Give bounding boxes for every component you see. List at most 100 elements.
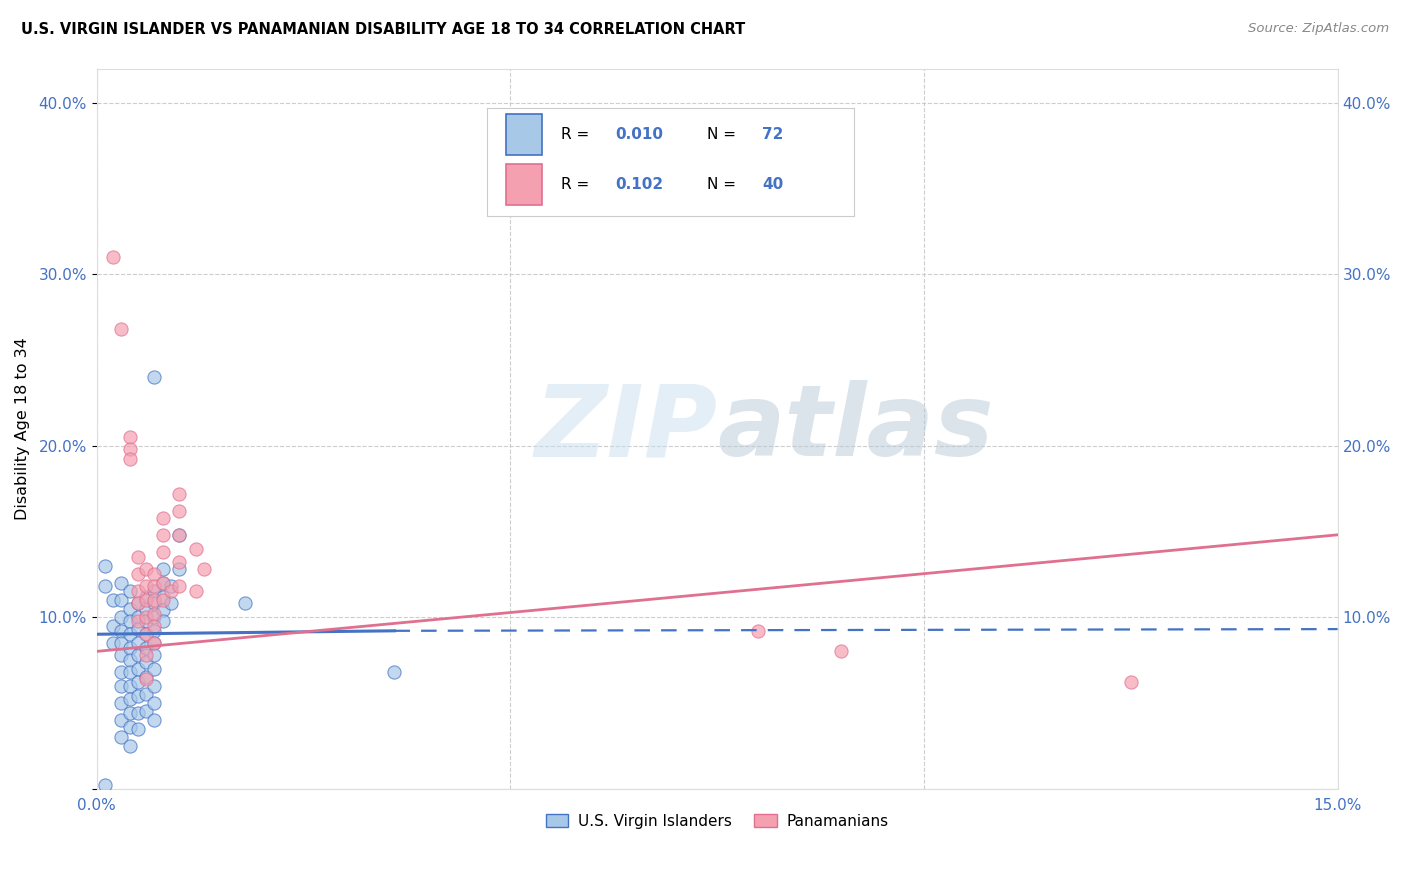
Point	[101, 250, 124, 264]
Point	[110, 730, 132, 744]
Point	[143, 584, 166, 599]
Point	[160, 579, 183, 593]
Point	[135, 655, 157, 669]
Point	[135, 610, 157, 624]
Point	[118, 640, 141, 655]
Point	[135, 640, 157, 655]
Point	[152, 593, 174, 607]
Point	[135, 687, 157, 701]
Point	[135, 601, 157, 615]
Point	[118, 614, 141, 628]
Point	[110, 593, 132, 607]
Point	[152, 603, 174, 617]
Point	[118, 430, 141, 444]
Point	[143, 610, 166, 624]
Point	[118, 679, 141, 693]
Point	[184, 584, 207, 599]
Point	[127, 550, 149, 565]
Point	[143, 607, 166, 621]
Point	[118, 739, 141, 753]
Point	[160, 596, 183, 610]
Point	[1119, 675, 1142, 690]
Text: U.S. VIRGIN ISLANDER VS PANAMANIAN DISABILITY AGE 18 TO 34 CORRELATION CHART: U.S. VIRGIN ISLANDER VS PANAMANIAN DISAB…	[21, 22, 745, 37]
Point	[110, 322, 132, 336]
Point	[101, 618, 124, 632]
Point	[127, 661, 149, 675]
Point	[169, 528, 191, 542]
Y-axis label: Disability Age 18 to 34: Disability Age 18 to 34	[15, 337, 30, 520]
Point	[127, 648, 149, 662]
Point	[118, 665, 141, 679]
Point	[118, 720, 141, 734]
Point	[110, 679, 132, 693]
Point	[110, 713, 132, 727]
Point	[143, 593, 166, 607]
Point	[384, 665, 406, 679]
Point	[152, 545, 174, 559]
Point	[127, 584, 149, 599]
Point	[143, 648, 166, 662]
Point	[127, 596, 149, 610]
Point	[152, 562, 174, 576]
Point	[127, 610, 149, 624]
Point	[110, 610, 132, 624]
Point	[135, 562, 157, 576]
Point	[118, 653, 141, 667]
Point	[143, 596, 166, 610]
Point	[135, 670, 157, 684]
Text: Source: ZipAtlas.com: Source: ZipAtlas.com	[1249, 22, 1389, 36]
Point	[127, 567, 149, 582]
Point	[101, 593, 124, 607]
Point	[143, 661, 166, 675]
Point	[152, 590, 174, 604]
Point	[127, 722, 149, 736]
Point	[118, 692, 141, 706]
Point	[152, 528, 174, 542]
Point	[143, 624, 166, 638]
Point	[127, 636, 149, 650]
Point	[143, 618, 166, 632]
Point	[135, 672, 157, 686]
Point	[118, 627, 141, 641]
Point	[110, 648, 132, 662]
Point	[143, 696, 166, 710]
Point	[110, 665, 132, 679]
Point	[152, 614, 174, 628]
Point	[135, 627, 157, 641]
Point	[94, 558, 117, 573]
Text: ZIP: ZIP	[534, 380, 717, 477]
Point	[169, 528, 191, 542]
Point	[152, 575, 174, 590]
Point	[118, 452, 141, 467]
Point	[143, 713, 166, 727]
Point	[143, 636, 166, 650]
Point	[135, 593, 157, 607]
Point	[118, 601, 141, 615]
Point	[143, 370, 166, 384]
Legend: U.S. Virgin Islanders, Panamanians: U.S. Virgin Islanders, Panamanians	[540, 807, 894, 835]
Point	[135, 627, 157, 641]
Point	[110, 636, 132, 650]
Point	[152, 510, 174, 524]
Point	[135, 648, 157, 662]
Text: atlas: atlas	[717, 380, 994, 477]
Point	[193, 562, 215, 576]
Point	[143, 636, 166, 650]
Point	[135, 614, 157, 628]
Point	[127, 596, 149, 610]
Point	[127, 614, 149, 628]
Point	[143, 567, 166, 582]
Point	[127, 706, 149, 720]
Point	[94, 579, 117, 593]
Point	[135, 579, 157, 593]
Point	[169, 579, 191, 593]
Point	[135, 590, 157, 604]
Point	[184, 541, 207, 556]
Point	[118, 706, 141, 720]
Point	[94, 778, 117, 792]
Point	[118, 442, 141, 456]
Point	[747, 624, 769, 638]
Point	[110, 696, 132, 710]
Point	[169, 486, 191, 500]
Point	[143, 579, 166, 593]
